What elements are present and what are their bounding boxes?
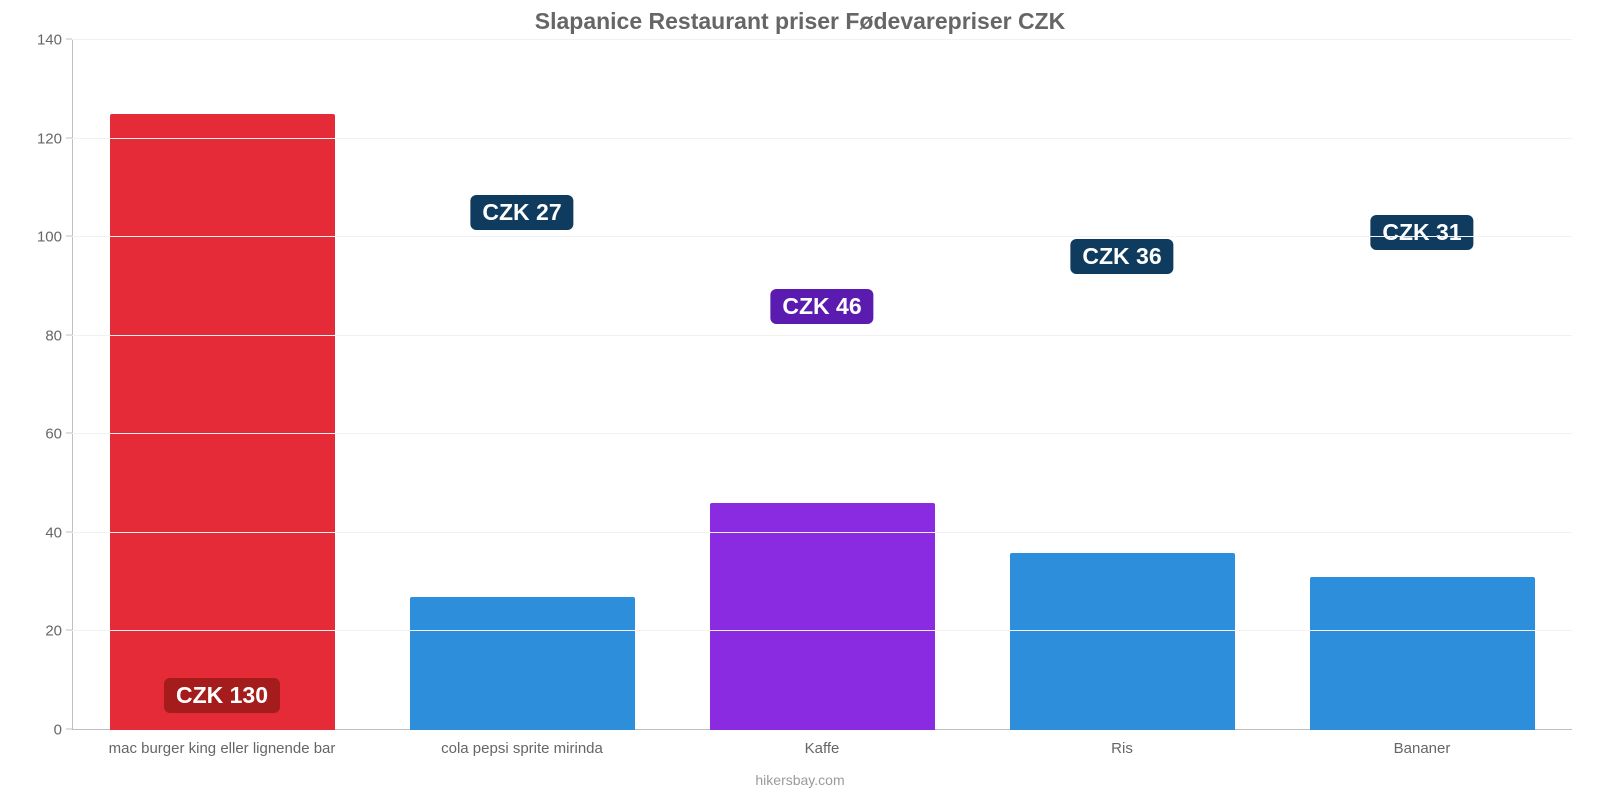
y-tick-mark [66,729,72,730]
category-label: Bananer [1394,740,1451,757]
y-tick-label: 0 [54,722,62,739]
bar [110,114,335,730]
bar [410,597,635,730]
bar-value-label: CZK 130 [164,678,280,713]
bars-container: CZK 130mac burger king eller lignende ba… [72,40,1572,730]
category-label: cola pepsi sprite mirinda [441,740,603,757]
bar-slot: CZK 36Ris [972,40,1272,730]
y-tick-mark [66,630,72,631]
y-tick-label: 60 [45,426,62,443]
gridline [72,39,1572,40]
bar [1310,577,1535,730]
chart-title: Slapanice Restaurant priser Fødevarepris… [0,8,1600,35]
y-tick-mark [66,236,72,237]
category-label: Kaffe [805,740,840,757]
y-tick-label: 20 [45,623,62,640]
y-tick-mark [66,531,72,532]
gridline [72,630,1572,631]
bar-value-label: CZK 31 [1370,215,1473,250]
bar-value-label: CZK 36 [1070,239,1173,274]
bar-slot: CZK 46Kaffe [672,40,972,730]
y-tick-mark [66,39,72,40]
plot-area: CZK 130mac burger king eller lignende ba… [72,40,1572,730]
bar [710,503,935,730]
y-tick-label: 140 [37,32,62,49]
bar-value-label: CZK 27 [470,195,573,230]
y-tick-mark [66,137,72,138]
gridline [72,532,1572,533]
y-tick-mark [66,334,72,335]
gridline [72,138,1572,139]
bar-slot: CZK 27cola pepsi sprite mirinda [372,40,672,730]
y-tick-label: 100 [37,229,62,246]
gridline [72,335,1572,336]
bar [1010,553,1235,730]
y-tick-mark [66,433,72,434]
gridline [72,433,1572,434]
category-label: mac burger king eller lignende bar [109,740,336,757]
credit-text: hikersbay.com [0,772,1600,788]
y-tick-label: 40 [45,524,62,541]
price-bar-chart: Slapanice Restaurant priser Fødevarepris… [0,0,1600,800]
y-tick-label: 120 [37,130,62,147]
bar-value-label: CZK 46 [770,289,873,324]
category-label: Ris [1111,740,1133,757]
bar-slot: CZK 31Bananer [1272,40,1572,730]
y-tick-label: 80 [45,327,62,344]
bar-slot: CZK 130mac burger king eller lignende ba… [72,40,372,730]
gridline [72,236,1572,237]
